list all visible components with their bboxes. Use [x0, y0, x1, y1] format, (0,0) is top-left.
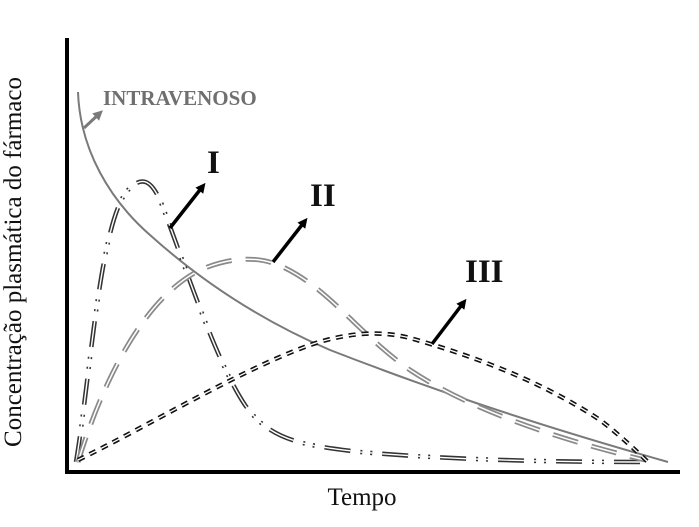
arrow-i: [168, 182, 206, 230]
arrow-ii: [271, 217, 308, 264]
axes: [65, 38, 680, 474]
y-axis-label: Concentração plasmática do fármaco: [0, 77, 27, 447]
curve-intravenoso: [77, 91, 669, 463]
arrow-intravenoso: [82, 110, 103, 130]
label-curve-i: I: [207, 145, 220, 181]
label-intravenoso: INTRAVENOSO: [103, 86, 257, 110]
label-curve-iii: III: [465, 254, 504, 290]
label-curve-ii: II: [310, 178, 336, 214]
curve-i: [73, 179, 641, 465]
curve-ii: [75, 256, 646, 463]
arrow-iii: [430, 298, 467, 346]
x-axis-label: Tempo: [327, 484, 397, 511]
curve-iii: [77, 331, 650, 464]
